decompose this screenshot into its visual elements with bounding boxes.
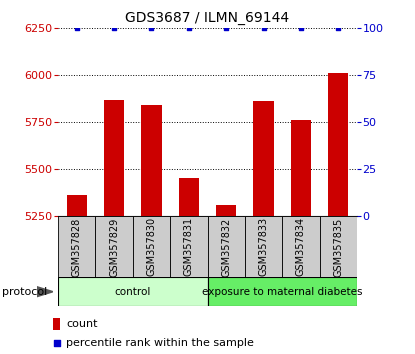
Bar: [328, 73, 349, 216]
Text: control: control: [115, 287, 151, 297]
Bar: [133, 216, 170, 278]
Bar: [282, 216, 320, 278]
Point: [223, 25, 229, 31]
Text: GSM357830: GSM357830: [146, 217, 156, 276]
Text: GSM357829: GSM357829: [109, 217, 119, 276]
Text: protocol: protocol: [2, 287, 47, 297]
Bar: [253, 102, 274, 216]
Point: [53, 340, 60, 346]
Point: [148, 25, 155, 31]
Bar: [170, 216, 208, 278]
Bar: [141, 105, 162, 216]
Point: [298, 25, 304, 31]
Text: GSM357831: GSM357831: [184, 217, 194, 276]
Text: percentile rank within the sample: percentile rank within the sample: [66, 338, 254, 348]
Bar: [66, 195, 87, 216]
Bar: [290, 120, 311, 216]
Bar: [95, 216, 133, 278]
Bar: [245, 216, 282, 278]
Point: [111, 25, 117, 31]
Text: GDS3687 / ILMN_69144: GDS3687 / ILMN_69144: [125, 11, 290, 25]
Bar: [104, 99, 124, 216]
Point: [73, 25, 80, 31]
Polygon shape: [37, 287, 53, 297]
Text: GSM357835: GSM357835: [333, 217, 343, 276]
Bar: [216, 205, 237, 216]
Text: exposure to maternal diabetes: exposure to maternal diabetes: [202, 287, 362, 297]
Bar: [320, 216, 357, 278]
Text: GSM357834: GSM357834: [296, 217, 306, 276]
Text: GSM357832: GSM357832: [221, 217, 231, 276]
Point: [260, 25, 267, 31]
Bar: [208, 277, 357, 306]
Text: GSM357828: GSM357828: [72, 217, 82, 276]
Bar: [58, 277, 208, 306]
Bar: [53, 318, 60, 330]
Bar: [178, 178, 199, 216]
Text: count: count: [66, 319, 98, 329]
Point: [335, 25, 342, 31]
Bar: [58, 216, 95, 278]
Text: GSM357833: GSM357833: [259, 217, 269, 276]
Point: [186, 25, 192, 31]
Bar: [208, 216, 245, 278]
